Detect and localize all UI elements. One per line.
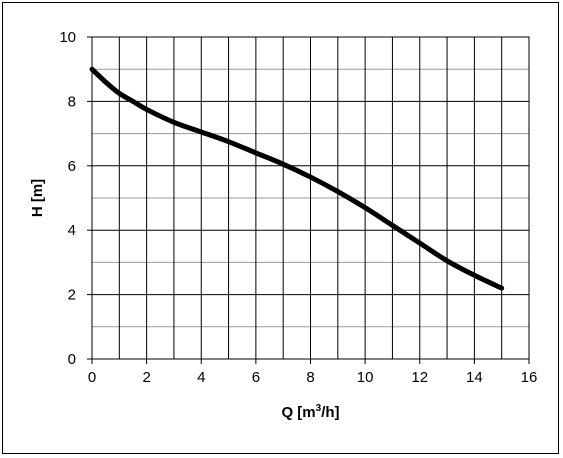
y-tick-label: 6 <box>68 158 76 175</box>
x-axis-title-sup: 3 <box>316 403 322 414</box>
y-tick-label: 0 <box>68 351 76 368</box>
x-tick-label: 0 <box>88 369 96 386</box>
x-tick-label: 12 <box>411 369 428 386</box>
series-line <box>89 66 505 291</box>
x-axis-title-base: Q [m <box>281 404 315 421</box>
y-tick-label: 2 <box>68 287 76 304</box>
major-gridlines <box>91 36 530 360</box>
y-tick-labels: 0 2 4 6 8 10 <box>59 29 92 368</box>
x-tick-label: 6 <box>252 369 260 386</box>
x-tick-label: 8 <box>306 369 314 386</box>
y-axis-title: H [m] <box>29 179 46 217</box>
x-tick-label: 2 <box>142 369 150 386</box>
x-tick-label: 14 <box>466 369 483 386</box>
x-tick-labels: 0 2 4 6 8 10 12 14 16 <box>88 359 538 386</box>
y-tick-label: 10 <box>59 29 76 46</box>
chart-frame <box>2 2 559 454</box>
x-axis-title-tail: /h] <box>321 404 339 421</box>
series-layer <box>89 66 505 291</box>
x-tick-label: 16 <box>521 369 538 386</box>
x-tick-label: 4 <box>197 369 205 386</box>
x-tick-label: 10 <box>357 369 374 386</box>
x-axis-title: Q [m3/h] <box>281 403 339 421</box>
y-tick-label: 4 <box>68 222 76 239</box>
y-tick-label: 8 <box>68 93 76 110</box>
